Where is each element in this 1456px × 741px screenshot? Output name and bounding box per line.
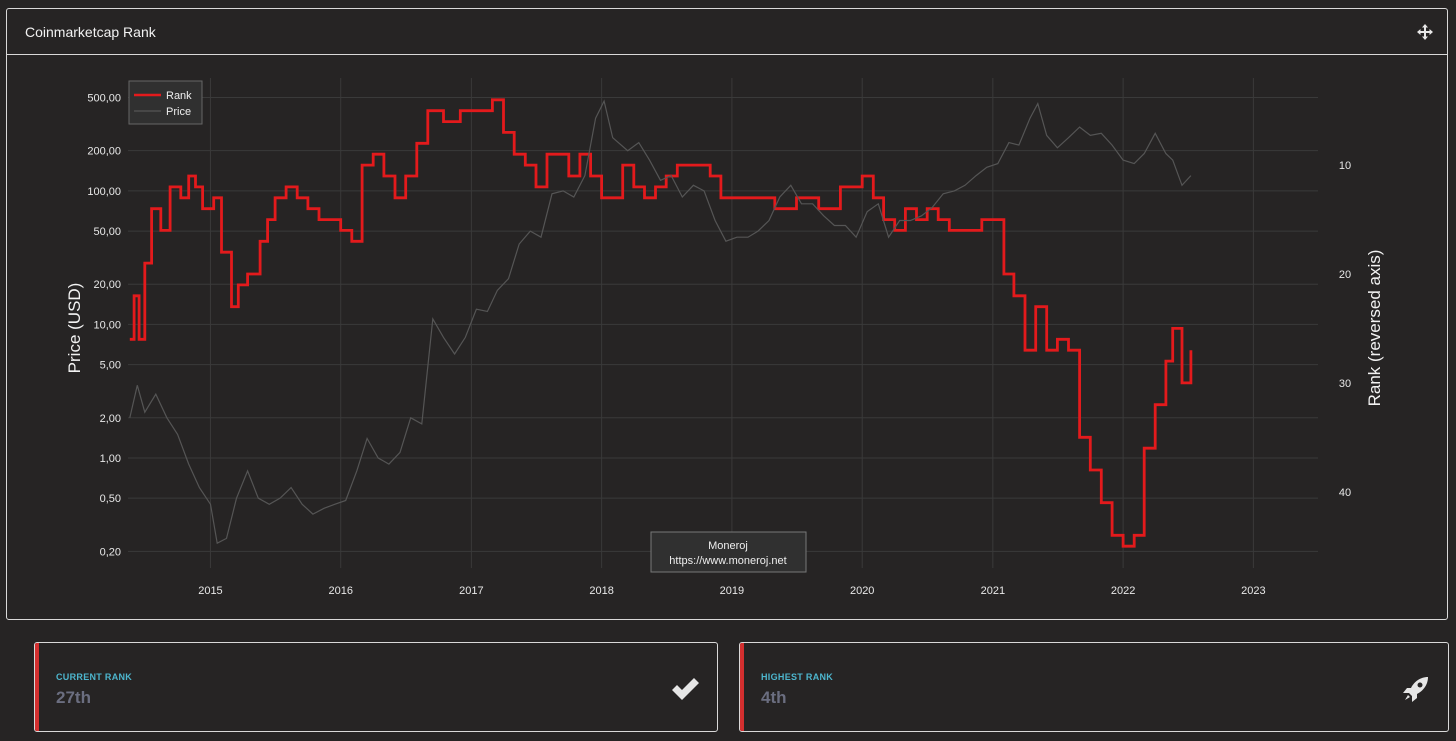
y-left-tick-label: 0,50 bbox=[100, 493, 121, 505]
x-tick-label: 2018 bbox=[589, 585, 613, 597]
y-left-tick-label: 10,00 bbox=[93, 319, 121, 331]
chart-panel: Coinmarketcap Rank bbox=[6, 8, 1448, 620]
rank-series-line bbox=[129, 98, 1193, 548]
y-left-tick-label: 200,00 bbox=[87, 146, 121, 158]
y-left-tick-label: 1,00 bbox=[100, 453, 121, 465]
y-left-tick-label: 2,00 bbox=[100, 413, 121, 425]
watermark-name: Moneroj bbox=[708, 540, 748, 552]
y-axis-right-label: Rank (reversed axis) bbox=[1365, 250, 1384, 407]
panel-title: Coinmarketcap Rank bbox=[25, 24, 156, 40]
x-tick-label: 2023 bbox=[1241, 585, 1265, 597]
chart-legend: Rank Price bbox=[128, 80, 203, 125]
highest-rank-value: 4th bbox=[761, 688, 787, 707]
x-tick-label: 2017 bbox=[459, 585, 483, 597]
y-left-tick-label: 50,00 bbox=[93, 226, 121, 238]
check-icon bbox=[672, 678, 699, 700]
current-rank-label: CURRENT RANK bbox=[56, 672, 133, 682]
legend-price-label[interactable]: Price bbox=[166, 106, 191, 118]
x-tick-label: 2021 bbox=[981, 585, 1005, 597]
chart-grid bbox=[128, 78, 1318, 568]
y-right-tick-label: 30 bbox=[1339, 378, 1351, 390]
panel-header: Coinmarketcap Rank bbox=[7, 9, 1447, 55]
chart-axes: 2015 2016 2017 2018 2019 2020 2021 2022 2023 500,… bbox=[87, 93, 1351, 597]
move-icon[interactable] bbox=[1417, 24, 1433, 40]
x-tick-label: 2016 bbox=[328, 585, 352, 597]
y-right-tick-label: 40 bbox=[1339, 487, 1351, 499]
y-left-tick-label: 100,00 bbox=[87, 186, 121, 198]
current-rank-card: CURRENT RANK 27th bbox=[34, 642, 718, 732]
card-accent bbox=[740, 643, 744, 731]
x-tick-label: 2020 bbox=[850, 585, 874, 597]
y-left-tick-label: 0,20 bbox=[100, 546, 121, 558]
card-accent bbox=[35, 643, 39, 731]
y-left-tick-label: 500,00 bbox=[87, 93, 121, 105]
legend-rank-label[interactable]: Rank bbox=[166, 90, 192, 102]
rocket-icon bbox=[1403, 677, 1428, 702]
highest-rank-card: HIGHEST RANK 4th bbox=[739, 642, 1449, 732]
y-left-tick-label: 20,00 bbox=[93, 279, 121, 291]
y-left-tick-label: 5,00 bbox=[100, 360, 121, 372]
watermark-url[interactable]: https://www.moneroj.net bbox=[669, 555, 786, 567]
chart-series bbox=[129, 98, 1193, 548]
x-tick-label: 2015 bbox=[198, 585, 222, 597]
y-right-tick-label: 20 bbox=[1339, 269, 1351, 281]
current-rank-value: 27th bbox=[56, 688, 91, 707]
x-tick-label: 2022 bbox=[1111, 585, 1135, 597]
highest-rank-label: HIGHEST RANK bbox=[761, 672, 834, 682]
price-series-line bbox=[129, 99, 1192, 545]
watermark: Moneroj https://www.moneroj.net bbox=[650, 531, 807, 573]
x-tick-label: 2019 bbox=[720, 585, 744, 597]
rank-chart: 2015 2016 2017 2018 2019 2020 2021 2022 2023 500,… bbox=[65, 78, 1384, 597]
y-axis-left-label: Price (USD) bbox=[65, 283, 84, 374]
y-right-tick-label: 10 bbox=[1339, 160, 1351, 172]
